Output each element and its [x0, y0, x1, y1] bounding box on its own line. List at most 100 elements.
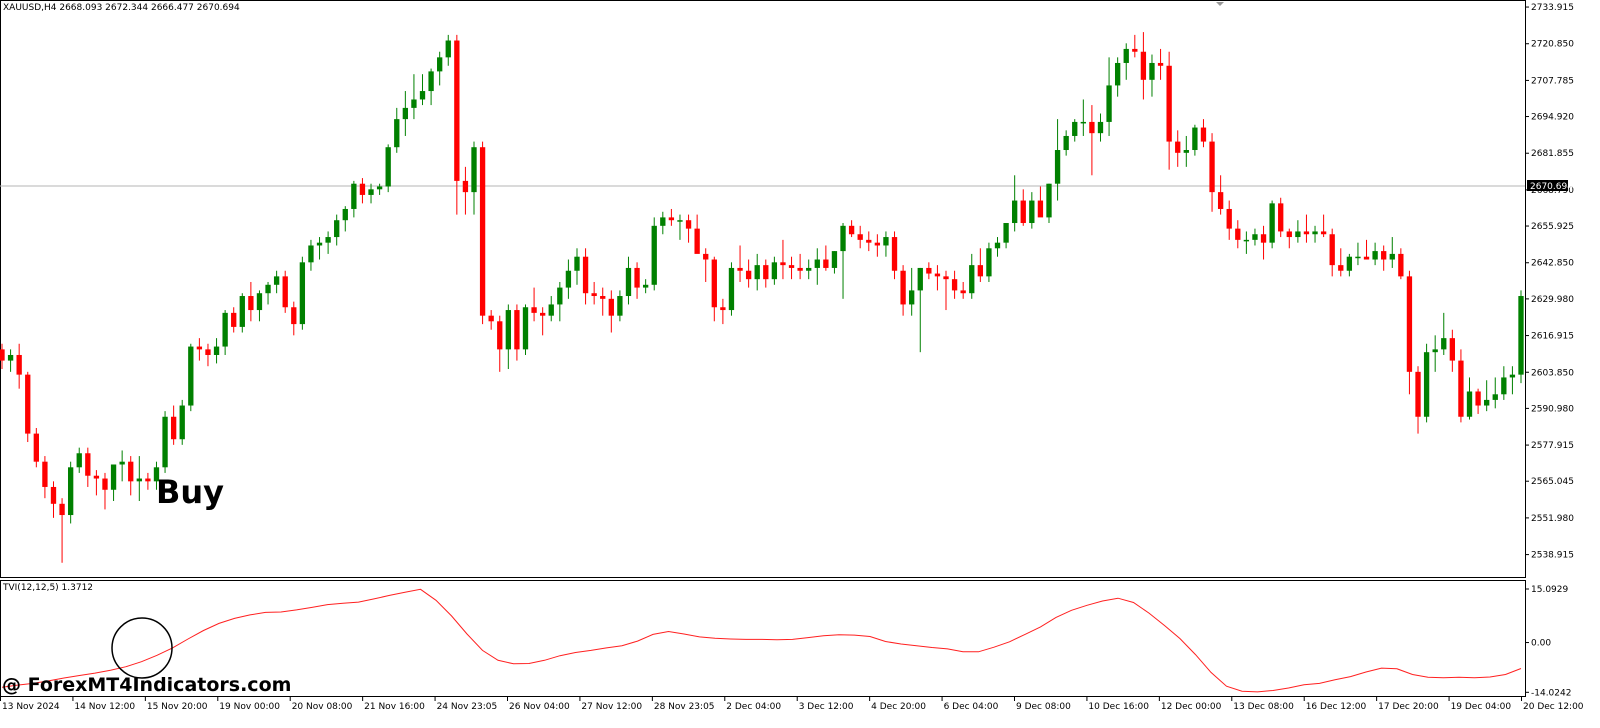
candle-body [1243, 239, 1250, 242]
candle-body [574, 256, 580, 271]
candle-body [351, 183, 357, 209]
candle-body [969, 265, 975, 294]
candle-body [471, 147, 477, 193]
buy-annotation: Buy [156, 473, 224, 511]
candle-body [437, 57, 443, 72]
candle-body [1192, 127, 1198, 151]
time-tick-label: 27 Nov 12:00 [581, 702, 642, 712]
candle-body [694, 228, 700, 254]
candle-body [531, 307, 537, 313]
candle-body [153, 467, 160, 482]
candle-body [943, 276, 949, 280]
candle-body [565, 270, 572, 288]
candle-body [1398, 253, 1404, 277]
candle-body [625, 267, 632, 297]
candle-body [1518, 296, 1524, 375]
candle-body [1063, 135, 1069, 151]
candle-body [359, 183, 366, 195]
price-tick-label: 2551.980 [1531, 514, 1574, 524]
candle-body [557, 287, 563, 305]
candle-body [1132, 48, 1138, 52]
watermark-text: @ ForexMT4Indicators.com [2, 674, 291, 696]
candle-body [1484, 399, 1490, 406]
time-tick-label: 20 Dec 12:00 [1523, 702, 1584, 712]
candle-body [128, 461, 134, 482]
candle-body [1406, 276, 1413, 372]
time-tick-label: 9 Dec 08:00 [1016, 702, 1071, 712]
indicator-label: TVI(12,12,5) 1.3712 [2, 583, 93, 593]
candle-body [1346, 256, 1353, 271]
candle-body [7, 354, 14, 361]
candle-body [16, 354, 22, 375]
indicator-tick-label: -14.0242 [1531, 688, 1571, 698]
candle-body [0, 349, 5, 361]
candle-body [248, 296, 254, 311]
candle-body [402, 107, 409, 120]
candle-body [1423, 352, 1430, 417]
time-tick-label: 19 Nov 00:00 [219, 702, 280, 712]
candle-body [1089, 121, 1095, 134]
candle-body [1166, 65, 1172, 142]
candle-body [222, 312, 228, 347]
candle-body [522, 307, 529, 350]
candle-body [591, 293, 597, 297]
candle-body [385, 147, 391, 187]
candle-body [548, 304, 554, 316]
candle-body [231, 312, 237, 327]
candle-body [1037, 200, 1044, 218]
candle-body [179, 405, 185, 440]
candle-body [745, 270, 752, 280]
candle-body [540, 312, 546, 316]
candle-body [1097, 121, 1104, 134]
candle-body [1415, 371, 1421, 417]
candle-body [642, 284, 649, 288]
candle-body [85, 453, 91, 476]
time-tick-label: 17 Dec 20:00 [1378, 702, 1439, 712]
candle-body [1458, 360, 1464, 417]
candle-body [874, 242, 881, 246]
candle-body [188, 346, 194, 406]
candles-layer [0, 32, 1524, 563]
candle-body [1372, 251, 1378, 260]
candle-body [1441, 338, 1447, 350]
price-tick-label: 2694.920 [1531, 113, 1574, 123]
candle-body [1475, 391, 1481, 406]
price-tick-label: 2590.980 [1531, 404, 1574, 414]
candle-body [1235, 228, 1241, 240]
candle-body [1432, 349, 1438, 353]
time-tick-label: 3 Dec 12:00 [799, 702, 854, 712]
time-tick-label: 28 Nov 23:05 [654, 702, 715, 712]
time-tick-label: 20 Nov 08:00 [292, 702, 353, 712]
price-tick-label: 2629.980 [1531, 295, 1574, 305]
candle-body [1226, 208, 1232, 229]
candle-body [1381, 251, 1387, 260]
candle-body [1303, 231, 1310, 235]
candle-body [866, 239, 872, 243]
time-tick-label: 16 Dec 12:00 [1306, 702, 1367, 712]
candle-body [282, 276, 288, 308]
candle-body [651, 225, 657, 285]
candle-body [67, 467, 74, 516]
candle-body [977, 265, 983, 277]
candle-body [514, 310, 520, 350]
candle-body [848, 225, 855, 235]
candle-body [1046, 183, 1052, 218]
candle-body [299, 262, 306, 325]
price-tick-label: 2603.850 [1531, 368, 1574, 378]
candle-body [325, 237, 331, 243]
candle-body [763, 265, 769, 280]
candle-body [668, 217, 675, 221]
candle-body [33, 433, 39, 462]
candle-body [1278, 203, 1284, 232]
indicator-axis: 15.0929 0.00 -14.0242 [1525, 585, 1571, 698]
candle-body [42, 461, 48, 487]
candle-body [994, 242, 1001, 249]
candle-body [840, 225, 846, 252]
candle-body [951, 279, 958, 291]
candle-body [703, 253, 709, 260]
candle-body [110, 464, 117, 490]
candle-body [1072, 121, 1078, 136]
price-tick-label: 2642.850 [1531, 259, 1574, 269]
candle-body [1200, 127, 1207, 142]
